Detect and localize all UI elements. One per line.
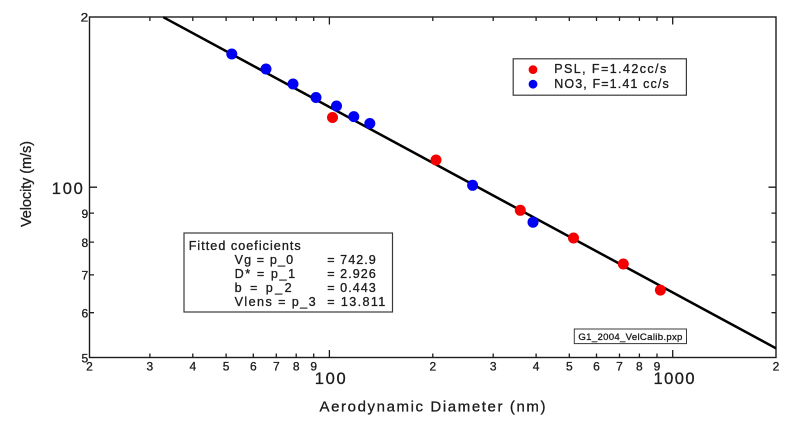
svg-text:5: 5 xyxy=(223,360,230,374)
svg-text:100: 100 xyxy=(52,180,83,198)
svg-text:6: 6 xyxy=(593,360,600,374)
svg-text:6: 6 xyxy=(250,360,257,374)
svg-text:7: 7 xyxy=(82,269,89,283)
svg-text:= 742.9: = 742.9 xyxy=(327,253,376,267)
svg-text:1000: 1000 xyxy=(654,370,695,388)
svg-text:9: 9 xyxy=(654,360,661,374)
svg-text:Fitted coeficients: Fitted coeficients xyxy=(189,239,301,253)
svg-text:3: 3 xyxy=(490,360,497,374)
svg-text:2: 2 xyxy=(773,360,780,374)
svg-text:2: 2 xyxy=(81,11,89,25)
svg-text:NO3, F=1.41 cc/s: NO3, F=1.41 cc/s xyxy=(554,77,669,91)
svg-text:4: 4 xyxy=(533,360,540,374)
svg-text:9: 9 xyxy=(82,207,89,221)
svg-text:9: 9 xyxy=(310,360,317,374)
svg-text:Velocity (m/s): Velocity (m/s) xyxy=(19,141,35,227)
svg-text:= 0.443: = 0.443 xyxy=(327,281,376,295)
svg-text:7: 7 xyxy=(616,360,623,374)
svg-text:8: 8 xyxy=(293,360,300,374)
svg-text:Vg = p_0: Vg = p_0 xyxy=(235,253,294,267)
svg-text:5: 5 xyxy=(82,351,89,365)
svg-text:PSL, F=1.42cc/s: PSL, F=1.42cc/s xyxy=(554,62,666,76)
svg-text:2: 2 xyxy=(86,360,93,374)
svg-text:2: 2 xyxy=(429,360,436,374)
svg-text:D* = p_1: D* = p_1 xyxy=(235,267,296,281)
svg-text:8: 8 xyxy=(82,236,89,250)
svg-text:7: 7 xyxy=(273,360,280,374)
svg-text:Vlens = p_3: Vlens = p_3 xyxy=(235,295,316,309)
svg-text:6: 6 xyxy=(82,307,89,321)
svg-text:3: 3 xyxy=(147,360,154,374)
svg-text:G1_2004_VelCalib.pxp: G1_2004_VelCalib.pxp xyxy=(578,332,682,343)
svg-text:4: 4 xyxy=(189,360,196,374)
svg-text:8: 8 xyxy=(636,360,643,374)
svg-text:= 2.926: = 2.926 xyxy=(327,267,376,281)
svg-text:5: 5 xyxy=(566,360,573,374)
svg-text:100: 100 xyxy=(315,370,346,388)
svg-text:Aerodynamic Diameter (nm): Aerodynamic Diameter (nm) xyxy=(320,398,546,415)
